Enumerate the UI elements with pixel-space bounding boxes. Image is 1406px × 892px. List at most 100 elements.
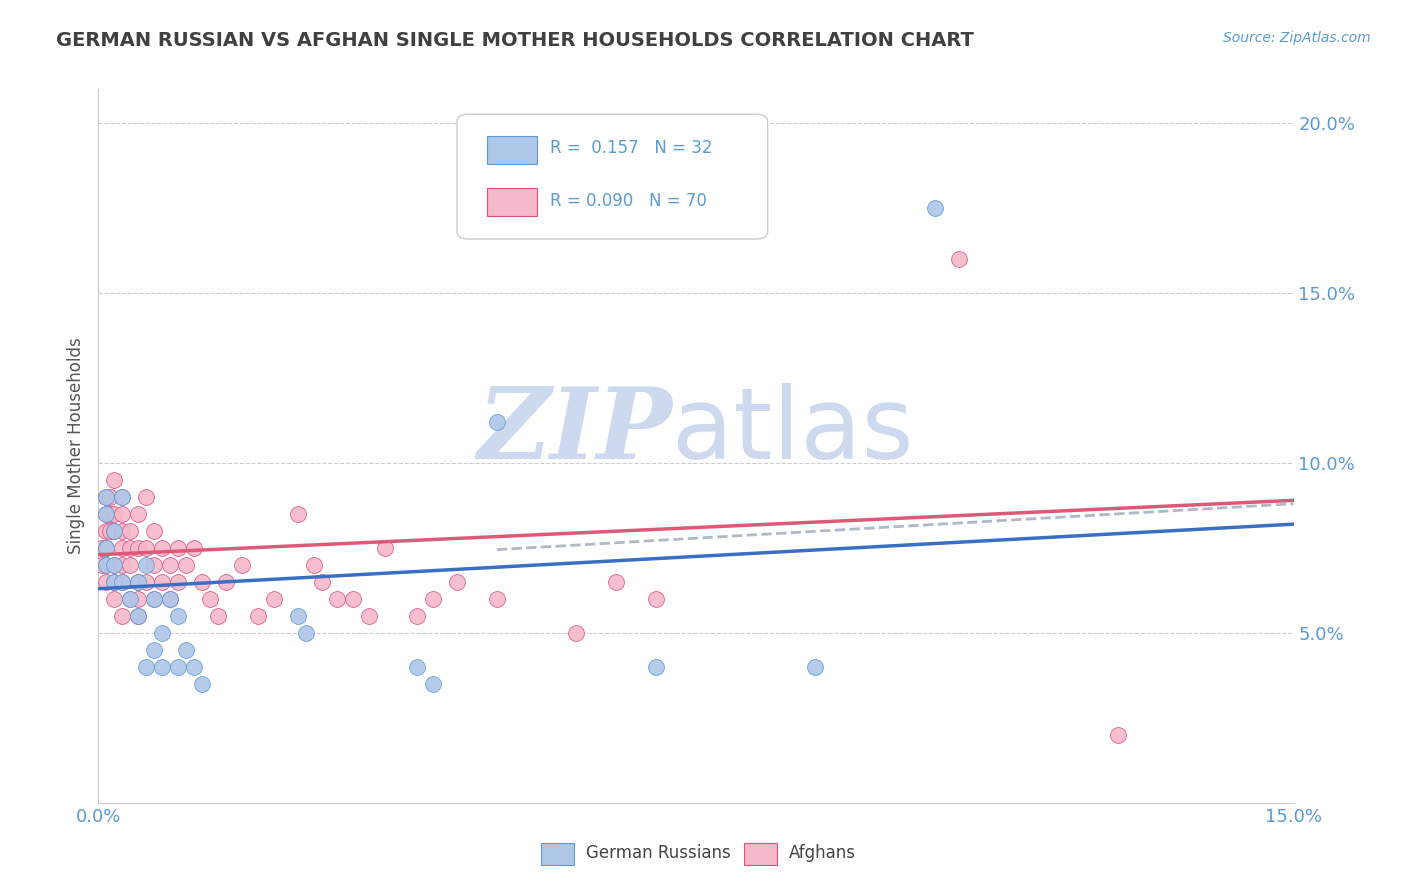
Point (150, 660, 173, 674)
Point (127, 608, 149, 623)
Point (422, 591, 444, 606)
FancyBboxPatch shape (457, 114, 768, 239)
Point (103, 524, 125, 538)
Bar (486, 187, 537, 216)
Point (96, 490, 118, 504)
Point (406, 660, 429, 674)
Point (150, 541, 173, 555)
Point (127, 574, 149, 589)
Point (96, 507, 118, 521)
Point (183, 541, 205, 555)
Point (342, 591, 364, 606)
Point (159, 558, 181, 572)
Point (143, 591, 166, 606)
Point (326, 591, 349, 606)
Point (111, 558, 134, 572)
Point (98, 507, 122, 521)
Point (183, 660, 205, 674)
Point (143, 524, 166, 538)
Point (143, 558, 166, 572)
Point (103, 558, 125, 572)
Point (135, 541, 157, 555)
Point (96, 490, 118, 504)
Text: GERMAN RUSSIAN VS AFGHAN SINGLE MOTHER HOUSEHOLDS CORRELATION CHART: GERMAN RUSSIAN VS AFGHAN SINGLE MOTHER H… (56, 31, 974, 50)
Point (111, 524, 134, 538)
Point (215, 574, 238, 589)
Point (167, 608, 190, 623)
Point (167, 574, 190, 589)
Point (374, 541, 396, 555)
Point (246, 608, 269, 623)
Point (127, 591, 149, 606)
Point (167, 541, 190, 555)
Point (98, 490, 122, 504)
Point (446, 574, 468, 589)
Point (96, 558, 118, 572)
Point (150, 574, 173, 589)
Point (127, 608, 149, 623)
Y-axis label: Single Mother Households: Single Mother Households (66, 338, 84, 554)
Bar (541, 844, 574, 865)
Bar (486, 136, 537, 164)
Point (135, 660, 157, 674)
Point (311, 574, 333, 589)
Point (111, 490, 134, 504)
Point (135, 558, 157, 572)
Point (96, 507, 118, 521)
Point (422, 677, 444, 691)
Point (96, 574, 118, 589)
Point (287, 608, 309, 623)
Point (191, 574, 214, 589)
Point (135, 490, 157, 504)
Point (645, 660, 668, 674)
Point (287, 507, 309, 521)
Point (174, 643, 197, 657)
Point (120, 591, 142, 606)
Text: German Russians: German Russians (586, 845, 731, 863)
Point (103, 524, 125, 538)
Point (135, 574, 157, 589)
Point (103, 574, 125, 589)
Point (359, 608, 381, 623)
Point (120, 558, 142, 572)
Point (1107, 728, 1129, 742)
Point (263, 591, 285, 606)
Point (605, 574, 627, 589)
Point (120, 541, 142, 555)
Point (127, 574, 149, 589)
Point (127, 507, 149, 521)
Text: ZIP: ZIP (477, 384, 672, 480)
Point (103, 574, 125, 589)
Point (98, 524, 122, 538)
Point (111, 574, 134, 589)
Text: R = 0.090   N = 70: R = 0.090 N = 70 (550, 192, 707, 210)
Point (150, 626, 173, 640)
Point (207, 608, 229, 623)
Point (645, 591, 668, 606)
Bar (744, 844, 778, 865)
Point (120, 591, 142, 606)
Point (485, 415, 508, 429)
Point (111, 490, 134, 504)
Text: Afghans: Afghans (789, 845, 856, 863)
Point (96, 541, 118, 555)
Point (111, 574, 134, 589)
Point (231, 558, 253, 572)
Point (103, 507, 125, 521)
Point (924, 201, 946, 215)
Point (948, 252, 970, 266)
Point (406, 608, 429, 623)
Point (111, 541, 134, 555)
Text: Source: ZipAtlas.com: Source: ZipAtlas.com (1223, 31, 1371, 45)
Point (198, 591, 221, 606)
Point (191, 677, 214, 691)
Point (565, 626, 588, 640)
Point (103, 473, 125, 487)
Point (111, 608, 134, 623)
Point (91, 558, 114, 572)
Text: R =  0.157   N = 32: R = 0.157 N = 32 (550, 139, 713, 157)
Point (485, 591, 508, 606)
Point (91, 541, 114, 555)
Point (127, 541, 149, 555)
Point (167, 660, 190, 674)
